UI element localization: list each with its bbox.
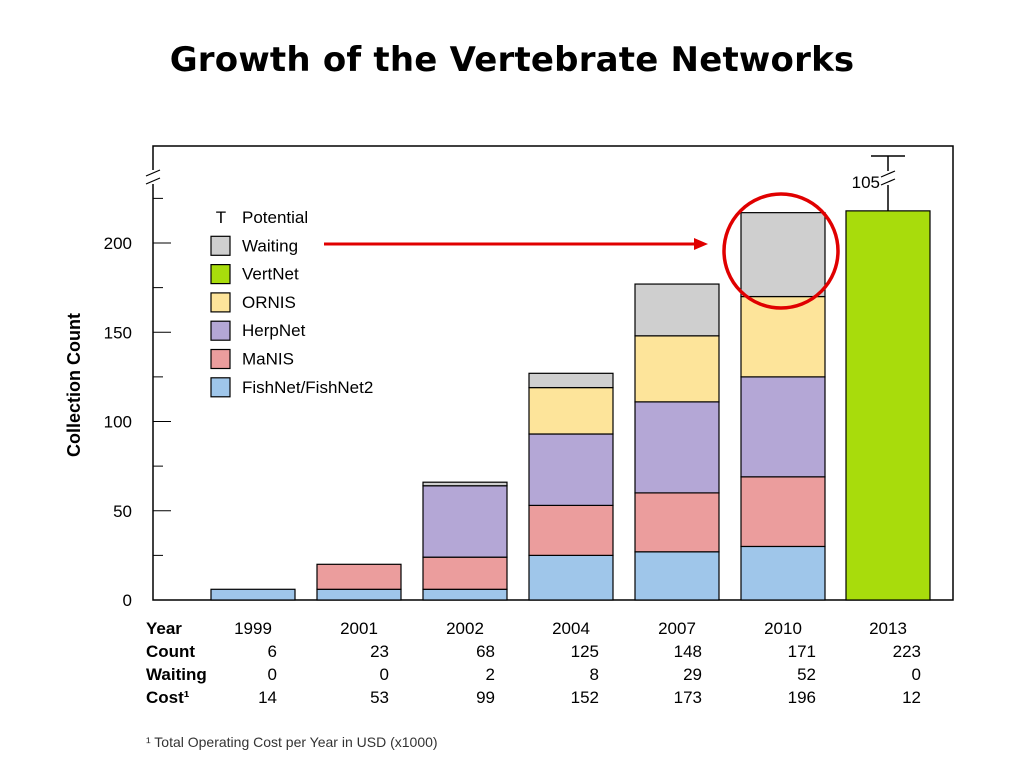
bar-segment-herpnet-2002: [422, 485, 508, 558]
table-header-2: Waiting: [146, 665, 207, 684]
table-cell-1-0: 2001: [340, 619, 378, 638]
y-axis-break-mark: [145, 177, 161, 185]
table-cell-6-1: 223: [893, 642, 921, 661]
bar-segment-waiting-2002: [422, 481, 508, 487]
table-cell-4-0: 2007: [658, 619, 696, 638]
table-header-1: Count: [146, 642, 195, 661]
table-cell-0-0: 1999: [234, 619, 272, 638]
table-cell-3-2: 8: [590, 665, 599, 684]
y-axis-break-mark: [145, 169, 161, 177]
table-cell-3-0: 2004: [552, 619, 590, 638]
table-cell-2-0: 2002: [446, 619, 484, 638]
table-cell-6-2: 0: [912, 665, 921, 684]
table-cell-5-2: 52: [797, 665, 816, 684]
footnote: ¹ Total Operating Cost per Year in USD (…: [146, 734, 438, 750]
table-cell-4-1: 148: [674, 642, 702, 661]
y-tick-label: 100: [104, 413, 132, 432]
y-tick-label: 50: [113, 502, 132, 521]
bar-segment-waiting-2007: [634, 283, 720, 337]
table-cell-5-3: 196: [788, 688, 816, 707]
table-cell-6-3: 12: [902, 688, 921, 707]
table-cell-5-1: 171: [788, 642, 816, 661]
bar-segment-fishnet-fishnet2-2004: [528, 554, 614, 601]
legend-swatch-vertnet: [210, 264, 231, 285]
legend-swatch-ornis: [210, 292, 231, 313]
y-tick-label: 200: [104, 234, 132, 253]
table-cell-5-0: 2010: [764, 619, 802, 638]
bar-segment-fishnet-fishnet2-2001: [316, 588, 402, 601]
legend-label-manis: MaNIS: [242, 350, 294, 369]
legend-label-herpnet: HerpNet: [242, 321, 306, 340]
bar-segment-waiting-2004: [528, 372, 614, 389]
legend-label-potential: Potential: [242, 208, 308, 227]
bar-segment-manis-2001: [316, 563, 402, 590]
y-tick-label: 150: [104, 323, 132, 342]
legend-swatch-fishnet-fishnet2: [210, 377, 231, 398]
table-cell-2-2: 2: [486, 665, 495, 684]
legend-label-fishnet-fishnet2: FishNet/FishNet2: [242, 378, 373, 397]
table-header-0: Year: [146, 619, 182, 638]
table-cell-3-3: 152: [571, 688, 599, 707]
bar-segment-manis-2010: [740, 476, 826, 548]
legend-label-waiting: Waiting: [242, 236, 298, 255]
bar-segment-fishnet-fishnet2-1999: [210, 588, 296, 601]
bar-segment-ornis-2004: [528, 386, 614, 435]
bar-segment-manis-2004: [528, 504, 614, 556]
potential-break-mark: [880, 178, 896, 186]
table-cell-4-2: 29: [683, 665, 702, 684]
table-cell-6-0: 2013: [869, 619, 907, 638]
bar-segment-herpnet-2007: [634, 401, 720, 494]
bar-segment-herpnet-2010: [740, 376, 826, 478]
potential-break-gap: [882, 171, 894, 185]
table-header-3: Cost¹: [146, 688, 190, 707]
table-cell-2-1: 68: [476, 642, 495, 661]
table-cell-2-3: 99: [476, 688, 495, 707]
bar-segment-fishnet-fishnet2-2010: [740, 545, 826, 601]
table-cell-1-1: 23: [370, 642, 389, 661]
bar-segment-manis-2002: [422, 556, 508, 590]
y-axis-break-gap: [147, 170, 159, 184]
bar-segment-fishnet-fishnet2-2002: [422, 588, 508, 601]
legend-swatch-manis: [210, 348, 231, 370]
highlight-arrow-head: [694, 238, 708, 250]
potential-value-label: 105: [852, 173, 880, 192]
bar-segment-vertnet-2013: [845, 210, 931, 601]
legend-symbol-potential: T: [216, 208, 226, 227]
bar-segment-waiting-2010: [740, 212, 826, 298]
legend-swatch-herpnet: [210, 320, 231, 341]
table-cell-0-3: 14: [258, 688, 277, 707]
potential-break-mark: [880, 170, 896, 178]
y-tick-label: 0: [123, 591, 132, 610]
bar-segment-fishnet-fishnet2-2007: [634, 551, 720, 601]
table-cell-1-2: 0: [380, 665, 389, 684]
legend-label-vertnet: VertNet: [242, 265, 299, 284]
table-cell-4-3: 173: [674, 688, 702, 707]
bar-segment-manis-2007: [634, 492, 720, 553]
slide-title: Growth of the Vertebrate Networks: [169, 40, 855, 80]
legend-swatch-waiting: [210, 235, 231, 256]
y-axis-label: Collection Count: [64, 313, 84, 457]
highlight-circle: [722, 192, 840, 310]
table-cell-0-2: 0: [268, 665, 277, 684]
table-cell-3-1: 125: [571, 642, 599, 661]
table-cell-0-1: 6: [268, 642, 277, 661]
bar-segment-herpnet-2004: [528, 433, 614, 506]
bar-segment-ornis-2007: [634, 335, 720, 403]
legend-label-ornis: ORNIS: [242, 293, 296, 312]
table-cell-1-3: 53: [370, 688, 389, 707]
